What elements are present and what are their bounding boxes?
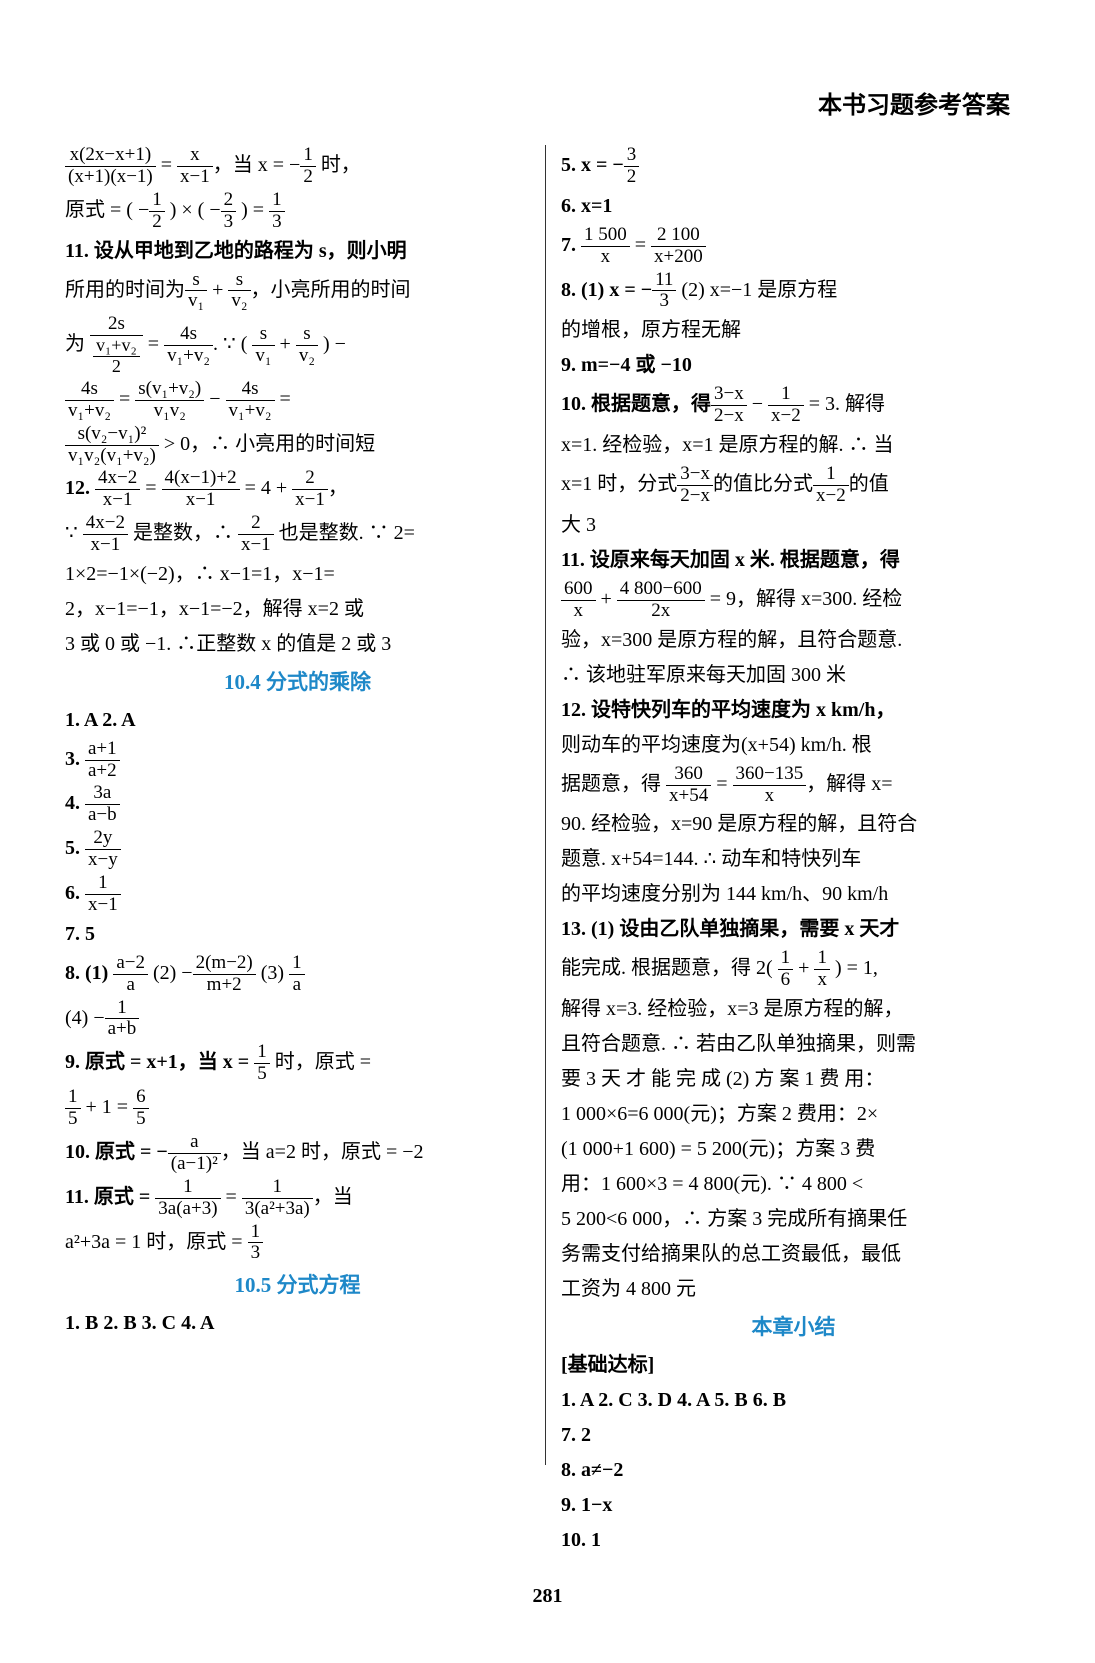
math-line: 15 + 1 = 65 (65, 1087, 530, 1130)
answer-line: 8. (1) x = −113 (2) x=−1 是原方程 (561, 270, 1026, 313)
page-header-title: 本书习题参考答案 (818, 85, 1010, 120)
answer-line: 9. 1−x (561, 1489, 1026, 1522)
left-column: x(2x−x+1)(x+1)(x−1) = xx−1，当 x = −12 时， … (65, 145, 545, 1545)
text-line: 12. 设特快列车的平均速度为 x km/h， (561, 694, 1026, 727)
math-line: 能完成. 根据题意，得 2( 16 + 1x ) = 1, (561, 948, 1026, 991)
math-line: 所用的时间为sv₁ + sv₂，小亮所用的时间 (65, 270, 530, 313)
math-line: ∵ 4x−2x−1 是整数，∴ 2x−1 也是整数. ∵ 2= (65, 513, 530, 556)
text-line: 2，x−1=−1，x−1=−2，解得 x=2 或 (65, 593, 530, 626)
answer-line: 10. 根据题意，得3−x2−x − 1x−2 = 3. 解得 (561, 384, 1026, 427)
text-line: 1×2=−1×(−2)，∴ x−1=1，x−1= (65, 558, 530, 591)
answer-line: 10. 原式 = −a(a−1)²，当 a=2 时，原式 = −2 (65, 1132, 530, 1175)
text-line: 工资为 4 800 元 (561, 1273, 1026, 1306)
subheading-line: [基础达标] (561, 1349, 1026, 1382)
section-heading-chapter-summary: 本章小结 (561, 1310, 1026, 1345)
text-line: 11. 设从甲地到乙地的路程为 s，则小明 (65, 235, 530, 268)
answer-line: 9. 原式 = x+1，当 x = 15 时，原式 = (65, 1042, 530, 1085)
answer-line: 7. 1 500x = 2 100x+200 (561, 225, 1026, 268)
math-line: 据题意，得 360x+54 = 360−135x，解得 x= (561, 764, 1026, 807)
answer-line: 8. a≠−2 (561, 1454, 1026, 1487)
answer-line: 7. 2 (561, 1419, 1026, 1452)
math-line: a²+3a = 1 时，原式 = 13 (65, 1222, 530, 1265)
text-line: 5 200<6 000，∴ 方案 3 完成所有摘果任 (561, 1203, 1026, 1236)
text-line: 11. 设原来每天加固 x 米. 根据题意，得 (561, 544, 1026, 577)
math-line: 原式 = ( −12 ) × ( −23 ) = 13 (65, 190, 530, 233)
text-line: 验，x=300 是原方程的解，且符合题意. (561, 624, 1026, 657)
answer-line: 10. 1 (561, 1524, 1026, 1557)
text-line: 解得 x=3. 经检验，x=3 是原方程的解， (561, 993, 1026, 1026)
answer-line: (4) −1a+b (65, 998, 530, 1041)
answer-line: 11. 原式 = 13a(a+3) = 13(a²+3a)，当 (65, 1177, 530, 1220)
text-line: 13. (1) 设由乙队单独摘果，需要 x 天才 (561, 913, 1026, 946)
text-line: ∴ 该地驻军原来每天加固 300 米 (561, 659, 1026, 692)
text-line: 大 3 (561, 509, 1026, 542)
page-number: 281 (533, 1585, 563, 1608)
math-line: 4sv₁+v₂ = s(v₁+v₂)v₁v₂ − 4sv₁+v₂ = (65, 379, 530, 422)
text-line: 的增根，原方程无解 (561, 314, 1026, 347)
text-line: 且符合题意. ∴ 若由乙队单独摘果，则需 (561, 1028, 1026, 1061)
answer-line: 1. A 2. A (65, 704, 530, 737)
text-line: 的平均速度分别为 144 km/h、90 km/h (561, 878, 1026, 911)
answer-line: 6. 1x−1 (65, 873, 530, 916)
text-line: 1 000×6=6 000(元)；方案 2 费用：2× (561, 1098, 1026, 1131)
answer-line: 5. 2yx−y (65, 828, 530, 871)
answer-line: 1. A 2. C 3. D 4. A 5. B 6. B (561, 1384, 1026, 1417)
text-line: 90. 经检验，x=90 是原方程的解，且符合 (561, 808, 1026, 841)
section-heading-10-5: 10.5 分式方程 (65, 1268, 530, 1303)
answer-line: 6. x=1 (561, 190, 1026, 223)
content-columns: x(2x−x+1)(x+1)(x−1) = xx−1，当 x = −12 时， … (65, 145, 1035, 1545)
text-line: 题意. x+54=144. ∴ 动车和特快列车 (561, 843, 1026, 876)
text-line: x=1. 经检验，x=1 是原方程的解. ∴ 当 (561, 429, 1026, 462)
math-line: x(2x−x+1)(x+1)(x−1) = xx−1，当 x = −12 时， (65, 145, 530, 188)
math-line: s(v₂−v₁)²v₁v₂(v₁+v₂) > 0，∴ 小亮用的时间短 (65, 424, 530, 467)
answer-line: 7. 5 (65, 918, 530, 951)
math-line: 600x + 4 800−6002x = 9，解得 x=300. 经检 (561, 579, 1026, 622)
text-line: 务需支付给摘果队的总工资最低，最低 (561, 1238, 1026, 1271)
answer-line: 4. 3aa−b (65, 783, 530, 826)
text-line: (1 000+1 600) = 5 200(元)；方案 3 费 (561, 1133, 1026, 1166)
answer-line: 3. a+1a+2 (65, 739, 530, 782)
math-line: 为 2sv₁+v₂2 = 4sv₁+v₂. ∵ ( sv₁ + sv₂ ) − (65, 314, 530, 377)
answer-line: 9. m=−4 或 −10 (561, 349, 1026, 382)
text-line: 要 3 天 才 能 完 成 (2) 方 案 1 费 用： (561, 1063, 1026, 1096)
answer-line: 5. x = −32 (561, 145, 1026, 188)
text-line: 用：1 600×3 = 4 800(元). ∵ 4 800 < (561, 1168, 1026, 1201)
section-heading-10-4: 10.4 分式的乘除 (65, 665, 530, 700)
answer-line: 1. B 2. B 3. C 4. A (65, 1307, 530, 1340)
right-column: 5. x = −32 6. x=1 7. 1 500x = 2 100x+200… (546, 145, 1026, 1545)
answer-line: 8. (1) a−2a (2) −2(m−2)m+2 (3) 1a (65, 953, 530, 996)
text-line: 3 或 0 或 −1. ∴正整数 x 的值是 2 或 3 (65, 628, 530, 661)
math-line: x=1 时，分式3−x2−x的值比分式1x−2的值 (561, 464, 1026, 507)
math-line: 12. 4x−2x−1 = 4(x−1)+2x−1 = 4 + 2x−1， (65, 468, 530, 511)
text-line: 则动车的平均速度为(x+54) km/h. 根 (561, 729, 1026, 762)
